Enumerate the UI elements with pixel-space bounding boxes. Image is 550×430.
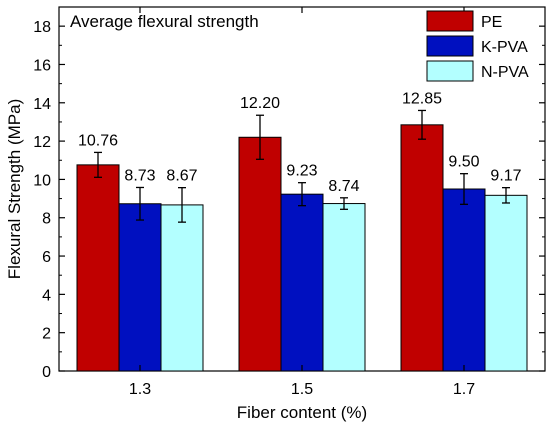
data-label: 9.50 — [448, 154, 479, 171]
x-tick-label: 1.5 — [291, 381, 313, 398]
y-tick-label: 10 — [33, 172, 51, 189]
error-bars — [94, 109, 510, 223]
legend-swatch — [426, 35, 474, 57]
y-tick-label: 4 — [42, 287, 51, 304]
legend-swatch — [426, 10, 474, 32]
y-tick-label: 6 — [42, 249, 51, 266]
bar — [280, 193, 324, 372]
legend: PE K-PVA N-PVA — [426, 10, 529, 82]
bar — [238, 136, 282, 372]
legend-label: K-PVA — [481, 39, 528, 56]
x-tick-label: 1.3 — [129, 381, 151, 398]
data-label: 10.76 — [78, 132, 118, 149]
data-label: 8.73 — [124, 167, 155, 184]
axis-ticks: 0 2 4 6 8 10 12 14 16 18 1.3 1.5 1.7 — [33, 7, 545, 398]
legend-label: N-PVA — [481, 64, 529, 81]
data-label: 12.20 — [240, 95, 280, 112]
y-tick-label: 14 — [33, 96, 51, 113]
bar — [76, 164, 120, 372]
y-axis-label: Flexural Strength (MPa) — [5, 99, 24, 279]
y-tick-label: 12 — [33, 134, 51, 151]
bar — [160, 204, 204, 372]
bar — [400, 124, 444, 372]
y-tick-label: 2 — [42, 326, 51, 343]
data-labels: 10.76 8.73 8.67 12.20 9.23 8.74 12.85 9.50 9.17 — [78, 90, 522, 194]
data-label: 9.23 — [286, 163, 317, 180]
y-tick-label: 18 — [33, 19, 51, 36]
bar — [322, 203, 366, 372]
bar — [484, 194, 528, 372]
legend-label: PE — [481, 14, 502, 31]
bar — [442, 188, 486, 372]
y-tick-label: 8 — [42, 211, 51, 228]
data-label: 9.17 — [490, 168, 521, 185]
legend-swatch — [426, 60, 474, 82]
y-tick-label: 16 — [33, 57, 51, 74]
y-tick-label: 0 — [42, 364, 51, 381]
data-label: 12.85 — [402, 90, 442, 107]
bar — [118, 203, 162, 372]
data-label: 8.74 — [328, 178, 359, 195]
x-axis-label: Fiber content (%) — [237, 403, 367, 422]
data-label: 8.67 — [166, 168, 197, 185]
x-tick-label: 1.7 — [453, 381, 475, 398]
chart-title: Average flexural strength — [70, 12, 259, 31]
